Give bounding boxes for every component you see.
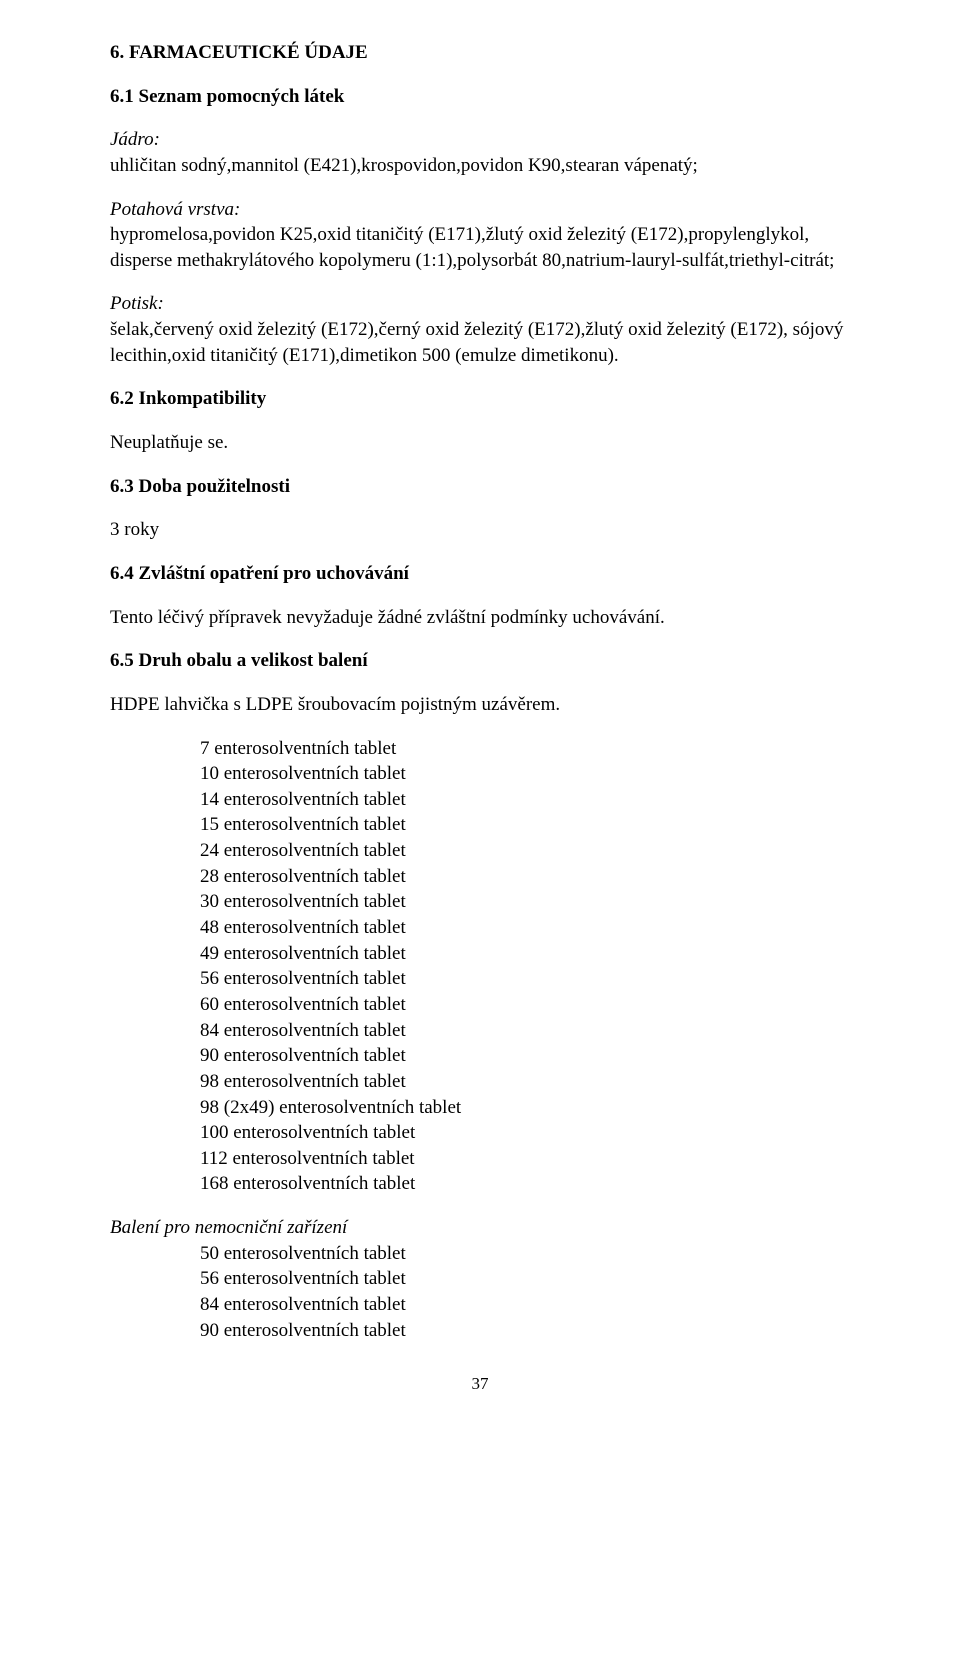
hospital-pack-size-item: 84 enterosolventních tablet [200,1292,850,1318]
pack-size-item: 90 enterosolventních tablet [200,1043,850,1069]
print-text: šelak,červený oxid železitý (E172),černý… [110,317,850,368]
pack-size-item: 14 enterosolventních tablet [200,787,850,813]
section-6-3-text: 3 roky [110,517,850,543]
page-number: 37 [110,1373,850,1396]
pack-size-item: 84 enterosolventních tablet [200,1018,850,1044]
pack-size-item: 168 enterosolventních tablet [200,1171,850,1197]
pack-size-item: 24 enterosolventních tablet [200,838,850,864]
pack-size-item: 30 enterosolventních tablet [200,889,850,915]
pack-size-item: 48 enterosolventních tablet [200,915,850,941]
pack-size-item: 112 enterosolventních tablet [200,1146,850,1172]
pack-size-item: 15 enterosolventních tablet [200,812,850,838]
pack-size-item: 7 enterosolventních tablet [200,736,850,762]
section-6-4-title: 6.4 Zvláštní opatření pro uchovávání [110,561,850,587]
pack-size-item: 10 enterosolventních tablet [200,761,850,787]
hospital-pack-size-item: 50 enterosolventních tablet [200,1241,850,1267]
pack-size-item: 49 enterosolventních tablet [200,941,850,967]
pack-size-item: 98 (2x49) enterosolventních tablet [200,1095,850,1121]
hospital-pack-label: Balení pro nemocniční zařízení [110,1215,850,1241]
pack-size-item: 100 enterosolventních tablet [200,1120,850,1146]
section-6-2-text: Neuplatňuje se. [110,430,850,456]
pack-sizes-list: 7 enterosolventních tablet10 enterosolve… [110,736,850,1198]
section-6-5-title: 6.5 Druh obalu a velikost balení [110,648,850,674]
section-6-2-title: 6.2 Inkompatibility [110,386,850,412]
section-6-4-text: Tento léčivý přípravek nevyžaduje žádné … [110,605,850,631]
pack-size-item: 98 enterosolventních tablet [200,1069,850,1095]
section-6-title: 6. FARMACEUTICKÉ ÚDAJE [110,40,850,66]
coating-label: Potahová vrstva: [110,197,850,223]
pack-size-item: 60 enterosolventních tablet [200,992,850,1018]
section-6-5-text: HDPE lahvička s LDPE šroubovacím pojistn… [110,692,850,718]
section-6-1-title: 6.1 Seznam pomocných látek [110,84,850,110]
coating-text: hypromelosa,povidon K25,oxid titaničitý … [110,222,850,273]
core-label: Jádro: [110,127,850,153]
pack-size-item: 56 enterosolventních tablet [200,966,850,992]
hospital-pack-sizes-list: 50 enterosolventních tablet56 enterosolv… [110,1241,850,1344]
print-label: Potisk: [110,291,850,317]
pack-size-item: 28 enterosolventních tablet [200,864,850,890]
section-6-3-title: 6.3 Doba použitelnosti [110,474,850,500]
core-text: uhličitan sodný,mannitol (E421),krospovi… [110,153,850,179]
hospital-pack-size-item: 56 enterosolventních tablet [200,1266,850,1292]
hospital-pack-size-item: 90 enterosolventních tablet [200,1318,850,1344]
